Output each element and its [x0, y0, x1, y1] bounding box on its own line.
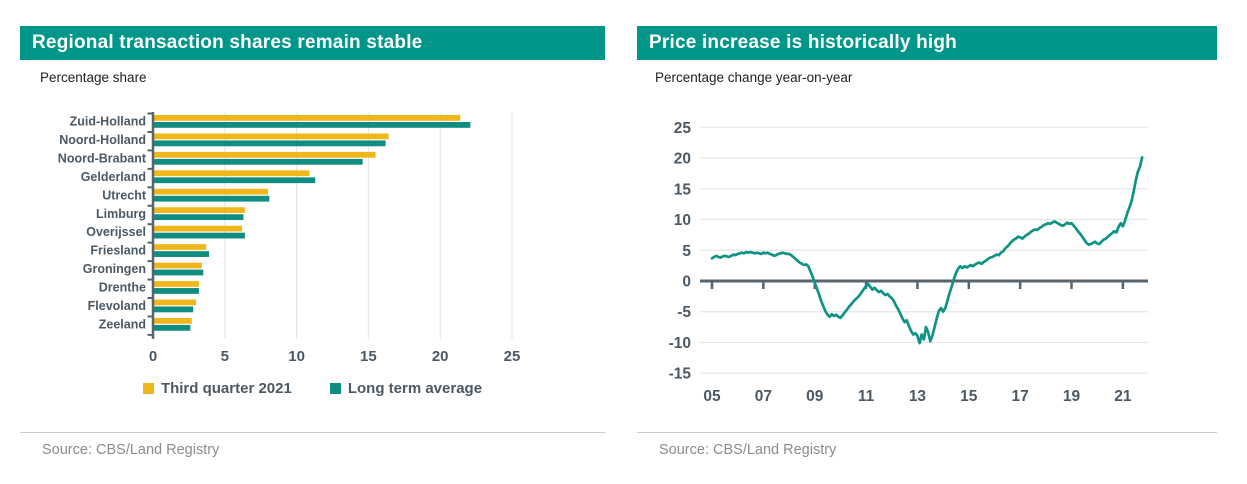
- legend-label-long-term: Long term average: [347, 380, 483, 397]
- bar-longterm-zeeland: [153, 324, 191, 331]
- right-chart-title-bar: Price increase is historically high: [637, 26, 1217, 60]
- legend-item-third-quarter: Third quarter 2021: [142, 380, 292, 397]
- x-tick-label-09: 09: [806, 388, 824, 405]
- category-label-zeeland: Zeeland: [99, 317, 146, 331]
- bar-q3-zuid-holland: [153, 115, 461, 121]
- legend-swatch-yellow: [142, 383, 154, 394]
- category-label-noord-holland: Noord-Holland: [59, 133, 146, 147]
- y-tick-label--15: -15: [669, 366, 692, 383]
- regional-shares-panel: Regional transaction shares remain stabl…: [20, 26, 605, 458]
- x-tick-label-15: 15: [960, 388, 978, 405]
- category-label-drenthe: Drenthe: [99, 281, 146, 295]
- price-increase-panel: Price increase is historically high Perc…: [637, 26, 1217, 458]
- bar-longterm-friesland: [153, 251, 210, 257]
- bar-longterm-drenthe: [153, 288, 199, 294]
- category-label-noord-brabant: Noord-Brabant: [58, 151, 147, 165]
- right-chart-subtitle: Percentage change year-on-year: [655, 70, 853, 85]
- category-label-zuid-holland: Zuid-Holland: [70, 115, 146, 129]
- category-label-groningen: Groningen: [83, 262, 146, 276]
- bar-longterm-noord-holland: [153, 140, 386, 147]
- left-chart-title: Regional transaction shares remain stabl…: [32, 32, 423, 53]
- bar-longterm-gelderland: [153, 177, 316, 184]
- price-change-line: [710, 156, 1144, 345]
- bar-q3-noord-holland: [153, 133, 389, 140]
- category-label-overijssel: Overijssel: [86, 225, 146, 239]
- bar-q3-utrecht: [153, 188, 268, 195]
- left-source-divider: Source: CBS/Land Registry: [20, 432, 605, 458]
- x-tick-label-25: 25: [504, 348, 521, 365]
- bar-q3-limburg: [153, 207, 245, 214]
- x-tick-label-17: 17: [1012, 388, 1029, 405]
- y-tick-label-10: 10: [674, 212, 691, 229]
- category-label-gelderland: Gelderland: [81, 170, 146, 184]
- x-tick-label-07: 07: [755, 388, 772, 405]
- y-tick-label-20: 20: [674, 151, 691, 168]
- bar-longterm-utrecht: [153, 195, 270, 202]
- y-tick-label-5: 5: [682, 243, 691, 260]
- bar-chart-legend: Third quarter 2021 Long term average: [20, 380, 605, 397]
- category-label-utrecht: Utrecht: [102, 188, 147, 202]
- right-source-divider: Source: CBS/Land Registry: [637, 432, 1217, 458]
- y-tick-label-0: 0: [682, 274, 691, 291]
- x-tick-label-5: 5: [221, 348, 229, 365]
- category-label-limburg: Limburg: [96, 207, 146, 221]
- x-tick-label-20: 20: [432, 348, 449, 365]
- bar-q3-zeeland: [153, 317, 192, 324]
- x-tick-label-10: 10: [288, 348, 305, 365]
- bar-q3-gelderland: [153, 170, 310, 177]
- bar-q3-flevoland: [153, 299, 197, 306]
- x-tick-label-0: 0: [149, 348, 157, 365]
- line-chart: 05 07 09 11 13 15 17 19 21 25 20 15 10 5 0 -5 -10 -15: [669, 120, 1148, 405]
- bar-q3-noord-brabant: [153, 151, 376, 158]
- x-tick-label-15: 15: [360, 348, 377, 365]
- right-chart-title: Price increase is historically high: [649, 32, 957, 53]
- bar-q3-groningen: [153, 262, 202, 269]
- left-source-text: Source: CBS/Land Registry: [42, 442, 220, 458]
- bar-longterm-noord-brabant: [153, 158, 363, 165]
- category-label-friesland: Friesland: [90, 244, 146, 258]
- right-source-text: Source: CBS/Land Registry: [659, 442, 837, 458]
- legend-label-third-quarter: Third quarter 2021: [160, 380, 292, 397]
- x-tick-label-19: 19: [1063, 388, 1081, 405]
- bar-longterm-zuid-holland: [153, 122, 471, 128]
- bar-longterm-limburg: [153, 214, 244, 221]
- left-chart-subtitle: Percentage share: [40, 70, 147, 85]
- bar-longterm-flevoland: [153, 306, 194, 313]
- legend-swatch-teal: [329, 383, 341, 394]
- x-tick-label-05: 05: [703, 388, 721, 405]
- y-tick-label-15: 15: [674, 181, 692, 198]
- y-tick-label-25: 25: [674, 120, 692, 137]
- bar-longterm-overijssel: [153, 232, 245, 239]
- bar-longterm-groningen: [153, 269, 204, 276]
- x-tick-label-13: 13: [909, 388, 927, 405]
- x-tick-label-21: 21: [1114, 388, 1132, 405]
- left-chart-title-bar: Regional transaction shares remain stabl…: [20, 26, 605, 60]
- bar-q3-drenthe: [153, 281, 199, 287]
- y-tick-label--5: -5: [677, 304, 691, 321]
- x-tick-label-11: 11: [858, 388, 875, 405]
- y-tick-label--10: -10: [669, 335, 691, 352]
- legend-item-long-term: Long term average: [329, 380, 483, 397]
- bar-q3-overijssel: [153, 225, 243, 232]
- bar-q3-friesland: [153, 244, 207, 250]
- bar-chart: Zuid-Holland Noord-Holland Noord-Brabant Ge…: [58, 112, 521, 365]
- category-label-flevoland: Flevoland: [88, 299, 146, 313]
